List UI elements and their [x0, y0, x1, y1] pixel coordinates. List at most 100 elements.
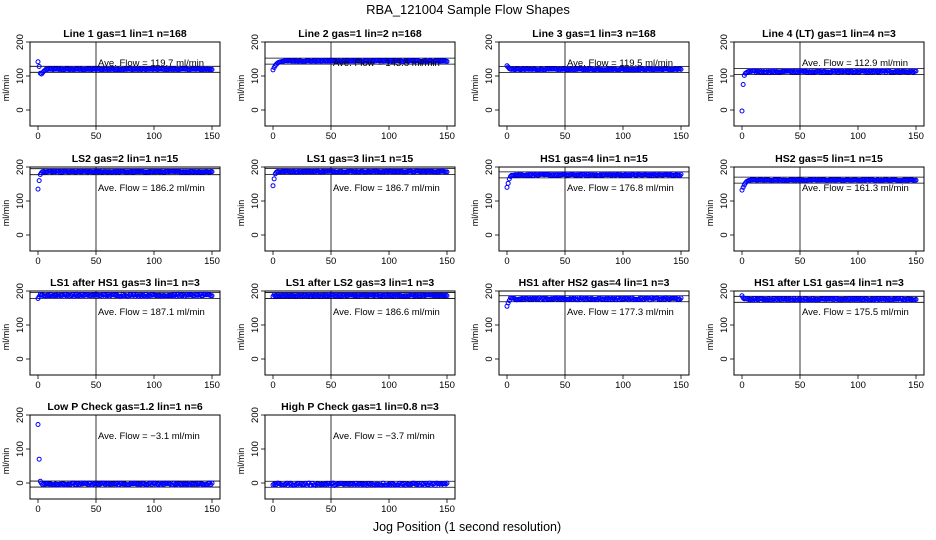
- data-point: [209, 293, 215, 299]
- data-point: [36, 63, 42, 69]
- y-tick-label: 200: [250, 407, 261, 423]
- panels: Line 1 gas=1 lin=1 n=168 0 50 100 150 0 100 200…: [1, 28, 925, 515]
- panel-7: HS1 gas=4 lin=1 n=15 0 50 100 150 0 100 200 ml/m…: [470, 153, 690, 267]
- x-tick-label: 150: [908, 131, 924, 142]
- data-point: [209, 169, 215, 175]
- data-point: [740, 184, 746, 190]
- y-tick-label: 200: [250, 34, 261, 50]
- mean-flow-annotation: Ave. Flow = 119.7 ml/min: [98, 58, 204, 69]
- x-tick-label: 100: [615, 256, 631, 267]
- plot-box: [29, 414, 221, 500]
- panel-title: LS1 after HS1 gas=3 lin=1 n=3: [50, 277, 200, 289]
- x-tick-label: 100: [381, 256, 397, 267]
- y-tick-label: 100: [719, 193, 730, 209]
- panel-title: Low P Check gas=1.2 lin=1 n=6: [47, 401, 202, 413]
- y-tick-label: 100: [250, 193, 261, 209]
- y-axis-label: ml/min: [236, 200, 246, 227]
- x-tick-label: 50: [91, 131, 102, 142]
- y-tick-label: 0: [15, 356, 26, 361]
- x-tick-label: 100: [146, 504, 162, 515]
- data-point: [306, 292, 312, 298]
- x-tick-label: 150: [439, 256, 455, 267]
- x-tick-label: 50: [795, 380, 806, 391]
- data-points: [270, 292, 450, 299]
- y-tick-label: 200: [15, 34, 26, 50]
- y-axis-label: ml/min: [236, 448, 246, 475]
- data-point: [678, 171, 684, 177]
- x-tick-label: 100: [615, 380, 631, 391]
- x-tick-label: 150: [204, 380, 220, 391]
- x-tick-label: 0: [35, 380, 40, 391]
- plot-box: [29, 166, 221, 252]
- y-axis-label: ml/min: [705, 75, 715, 102]
- data-point: [658, 296, 664, 302]
- x-tick-label: 50: [326, 504, 337, 515]
- y-tick-label: 0: [484, 107, 495, 112]
- x-tick-label: 100: [850, 131, 866, 142]
- data-point: [567, 296, 573, 302]
- panel-title: LS2 gas=2 lin=1 n=15: [72, 153, 179, 165]
- data-point: [209, 66, 215, 72]
- y-axis-label: ml/min: [236, 75, 246, 102]
- data-point: [308, 293, 314, 299]
- data-point: [103, 293, 109, 299]
- x-tick-label: 100: [146, 256, 162, 267]
- y-tick-label: 0: [484, 356, 495, 361]
- data-point: [504, 184, 510, 190]
- data-point: [148, 480, 154, 486]
- mean-flow-annotation: Ave. Flow = −3.7 ml/min: [333, 431, 435, 442]
- panel-title: HS2 gas=5 lin=1 n=15: [775, 153, 883, 165]
- plot-box: [264, 414, 456, 500]
- y-tick-label: 0: [15, 232, 26, 237]
- data-point: [771, 69, 777, 75]
- data-point: [145, 481, 151, 487]
- data-point: [444, 293, 450, 299]
- x-tick-label: 100: [615, 131, 631, 142]
- x-tick-label: 50: [326, 380, 337, 391]
- data-points: [270, 58, 450, 73]
- mean-flow-annotation: Ave. Flow = 187.1 ml/min: [98, 307, 205, 318]
- panel-title: Line 2 gas=1 lin=2 n=168: [298, 28, 422, 40]
- data-point: [354, 292, 360, 298]
- x-tick-label: 100: [850, 380, 866, 391]
- y-tick-label: 100: [15, 193, 26, 209]
- data-point: [505, 300, 511, 306]
- data-point: [739, 187, 745, 193]
- panel-title: HS1 after LS1 gas=4 lin=1 n=3: [754, 277, 904, 289]
- x-tick-label: 50: [91, 504, 102, 515]
- y-axis-label: ml/min: [705, 200, 715, 227]
- data-point: [36, 456, 42, 462]
- panel-10: LS1 after LS2 gas=3 lin=1 n=3 0 50 100 150 0 1…: [236, 277, 456, 391]
- x-tick-label: 0: [270, 256, 275, 267]
- y-tick-label: 0: [719, 356, 730, 361]
- y-tick-label: 100: [484, 68, 495, 84]
- x-tick-label: 100: [146, 131, 162, 142]
- plot-box: [733, 290, 925, 376]
- data-points: [739, 177, 919, 193]
- panel-title: HS1 after HS2 gas=4 lin=1 n=3: [519, 277, 670, 289]
- panel-14: High P Check gas=1 lin=0.8 n=3 0 50 100 150 0…: [236, 401, 456, 515]
- x-tick-label: 100: [146, 380, 162, 391]
- y-axis-label: ml/min: [470, 324, 480, 351]
- data-point: [319, 481, 325, 487]
- y-tick-label: 200: [484, 159, 495, 175]
- y-tick-label: 100: [15, 68, 26, 84]
- x-tick-label: 0: [739, 256, 744, 267]
- y-tick-label: 100: [250, 68, 261, 84]
- x-tick-label: 100: [850, 256, 866, 267]
- panel-9: LS1 after HS1 gas=3 lin=1 n=3 0 50 100 150 0 1…: [1, 277, 221, 391]
- data-point: [560, 296, 566, 302]
- data-point: [829, 296, 835, 302]
- mean-flow-annotation: Ave. Flow = 186.6 ml/min: [333, 307, 440, 318]
- x-tick-label: 100: [381, 380, 397, 391]
- data-point: [337, 292, 343, 298]
- data-point: [847, 297, 853, 303]
- data-point: [913, 177, 919, 183]
- data-point: [763, 69, 769, 75]
- x-tick-label: 0: [270, 131, 275, 142]
- y-tick-label: 200: [15, 407, 26, 423]
- y-tick-label: 0: [250, 232, 261, 237]
- x-tick-label: 50: [560, 380, 571, 391]
- x-tick-label: 150: [673, 131, 689, 142]
